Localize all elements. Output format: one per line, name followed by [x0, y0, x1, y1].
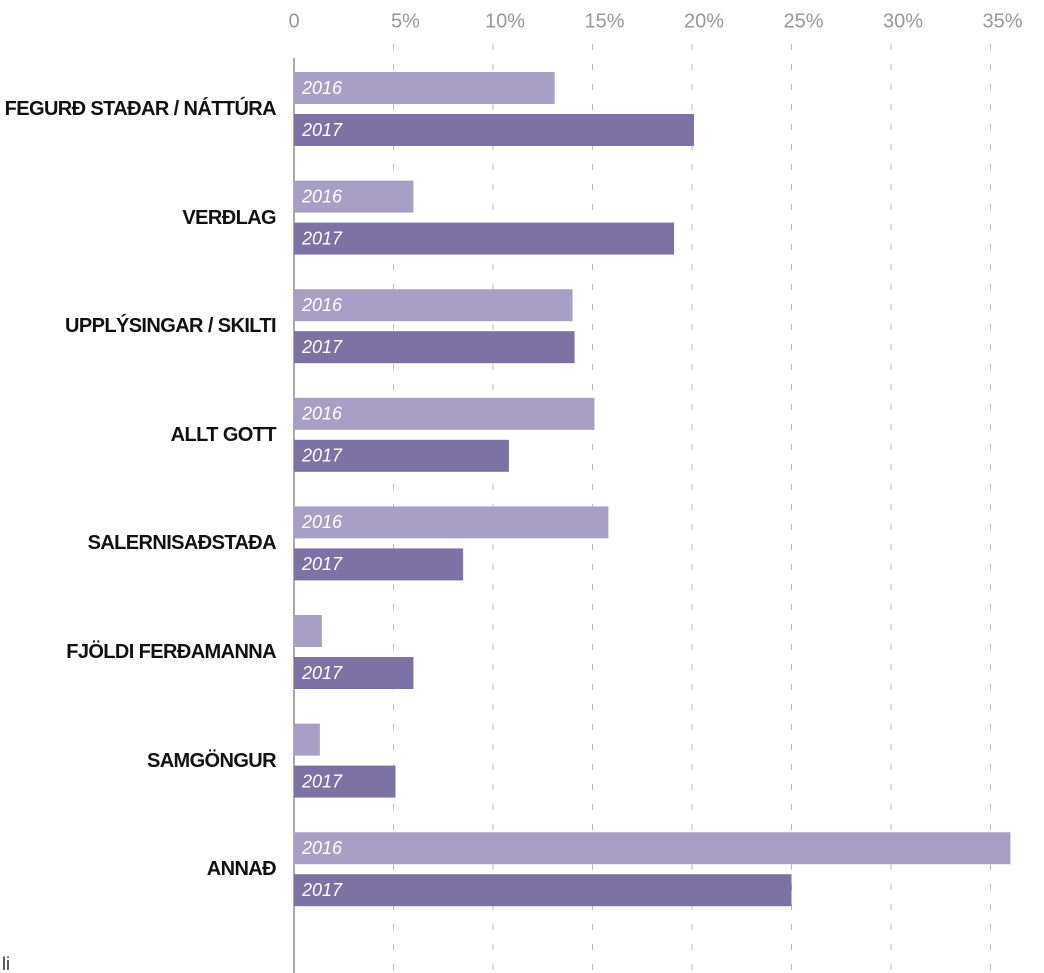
- x-tick-label: 0: [288, 10, 299, 32]
- bar: [294, 114, 694, 146]
- category-label: ALLT GOTT: [170, 423, 277, 446]
- bar: [294, 657, 414, 689]
- category-label: FJÖLDI FERÐAMANNA: [66, 641, 276, 663]
- bar: [294, 832, 1011, 865]
- bar: [294, 874, 792, 907]
- bar: [294, 331, 575, 364]
- category-label: VERÐLAG: [182, 206, 276, 229]
- bar-series-label: 2017: [301, 446, 343, 466]
- x-tick-label: 20%: [684, 10, 724, 32]
- bar-series-label: 2016: [301, 512, 343, 532]
- bar-series-label: 2017: [301, 228, 343, 248]
- bar-series-label: 2016: [301, 404, 343, 424]
- bar: [294, 615, 322, 647]
- category-label: UPPLÝSINGAR / SKILTI: [65, 315, 277, 338]
- bar-series-label: 2016: [301, 838, 343, 858]
- bar: [294, 397, 595, 430]
- category-label: SALERNISAÐSTAÐA: [87, 532, 277, 555]
- bar-series-label: 2017: [301, 337, 343, 357]
- footnote: li: [2, 954, 10, 973]
- bar: [294, 439, 509, 472]
- bar-series-label: 2017: [301, 771, 343, 791]
- category-label: SAMGÖNGUR: [146, 749, 277, 772]
- x-tick-label: 35%: [982, 10, 1022, 32]
- bar: [294, 72, 555, 104]
- x-tick-label: 5%: [391, 10, 420, 32]
- x-tick-label: 30%: [883, 10, 923, 32]
- category-label: FEGURÐ STAÐAR / NÁTTÚRA: [4, 98, 277, 120]
- bar: [294, 548, 464, 581]
- bar-series-label: 2016: [301, 186, 343, 206]
- x-tick-label: 25%: [783, 10, 823, 32]
- bar-series-label: 2017: [301, 880, 343, 900]
- bar: [294, 765, 396, 798]
- bar-series-label: 2016: [301, 78, 343, 98]
- x-tick-label: 15%: [584, 10, 624, 32]
- category-label: ANNAÐ: [206, 858, 277, 881]
- bar: [294, 222, 675, 255]
- bar: [294, 506, 609, 539]
- bar-series-label: 2017: [301, 663, 343, 683]
- bar: [294, 289, 573, 322]
- x-tick-label: 10%: [485, 10, 525, 32]
- bar: [294, 180, 414, 213]
- bar-series-label: 2017: [301, 120, 343, 140]
- bar: [294, 723, 320, 756]
- bar-series-label: 2017: [301, 554, 343, 574]
- bar-series-label: 2016: [301, 295, 343, 315]
